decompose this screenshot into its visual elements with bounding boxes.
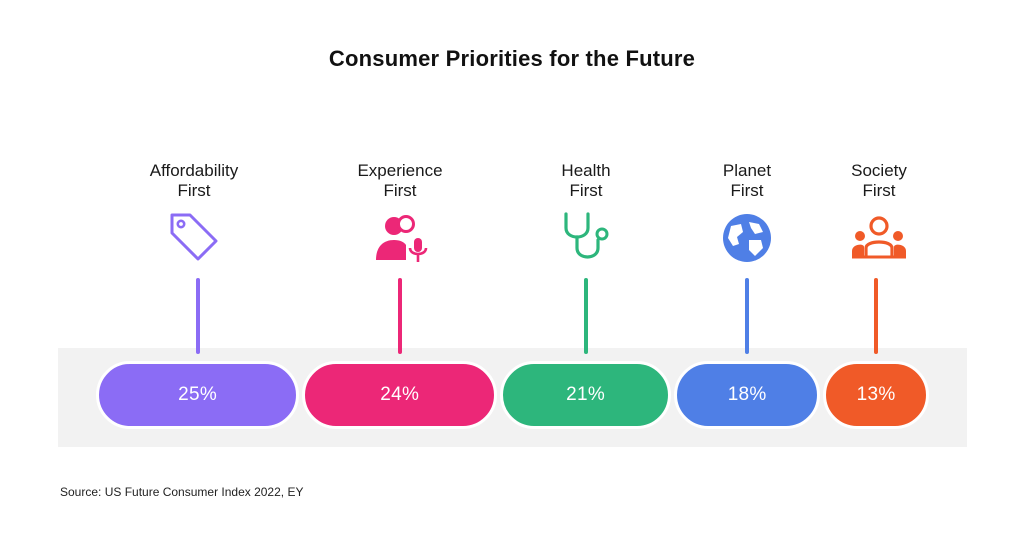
source-note: Source: US Future Consumer Index 2022, E… xyxy=(60,485,304,499)
value-label: 18% xyxy=(727,384,767,405)
category-label: Society First xyxy=(799,161,959,201)
category-stem xyxy=(745,278,750,354)
value-label: 24% xyxy=(380,384,420,405)
category-label: Experience First xyxy=(320,161,480,201)
category-label-line1: Society xyxy=(851,161,907,180)
category-label: Health First xyxy=(506,161,666,201)
value-bar: 18% xyxy=(674,361,821,429)
globe-icon xyxy=(723,214,771,262)
category-label-line1: Health xyxy=(561,161,611,180)
value-bar: 21% xyxy=(500,361,671,429)
chart-title: Consumer Priorities for the Future xyxy=(328,46,696,71)
category-label-line1: Affordability xyxy=(149,161,239,180)
category-label-line2: First xyxy=(862,181,896,200)
category-stem xyxy=(874,278,879,354)
value-label: 21% xyxy=(566,384,606,405)
value-bar: 13% xyxy=(823,361,929,429)
category-stem xyxy=(195,278,200,354)
people-group-icon xyxy=(852,216,906,259)
category-label-line1: Planet xyxy=(722,161,772,180)
value-label: 25% xyxy=(178,384,218,405)
category-label-line2: First xyxy=(383,181,417,200)
value-bar: 24% xyxy=(302,361,498,429)
price-tag-icon xyxy=(170,213,218,261)
category-stem xyxy=(397,278,402,354)
category-label-line2: First xyxy=(730,181,764,200)
value-bar: 25% xyxy=(96,361,300,429)
stethoscope-icon xyxy=(564,212,609,259)
category-label: Planet First xyxy=(667,161,827,201)
category-label-line1: Experience xyxy=(357,161,443,180)
user-microphone-icon xyxy=(376,215,428,262)
category-label-line2: First xyxy=(177,181,211,200)
category-label-line2: First xyxy=(569,181,603,200)
value-label: 13% xyxy=(856,384,896,405)
category-stem xyxy=(583,278,588,354)
category-label: Affordability First xyxy=(114,161,274,201)
